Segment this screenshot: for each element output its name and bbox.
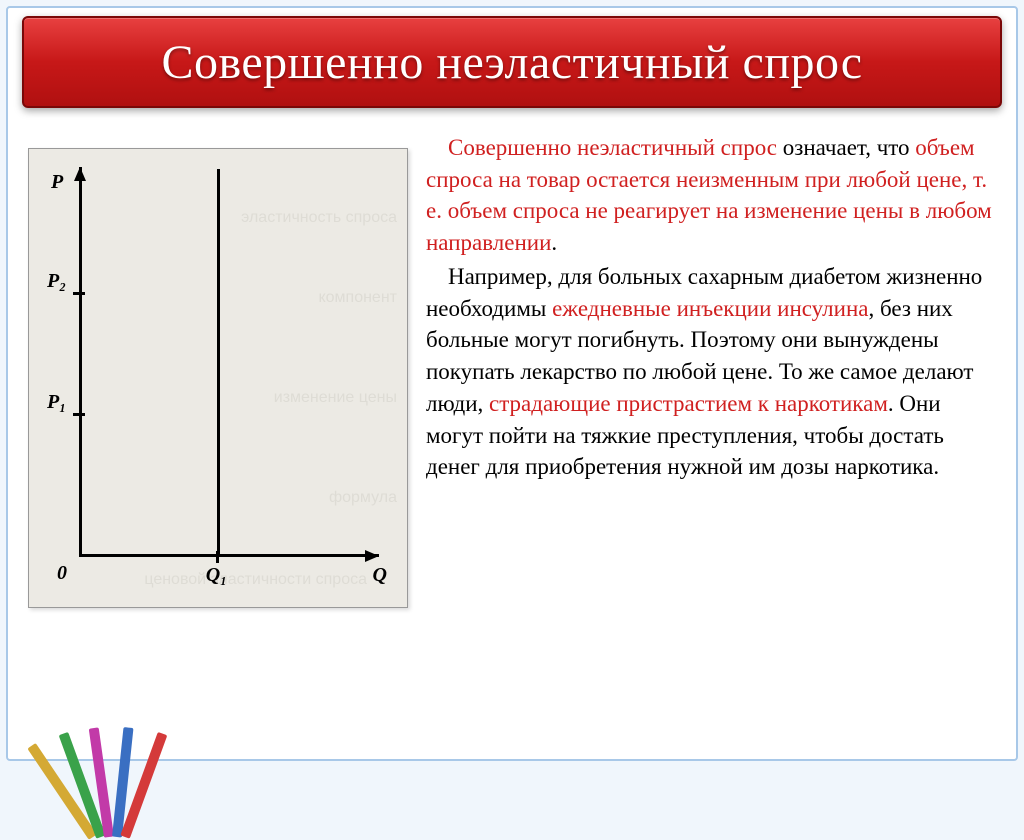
paragraph-1: Совершенно неэластичный спрос означает, … bbox=[426, 132, 992, 259]
hl-insulin: ежедневные инъекции инсулина bbox=[552, 296, 868, 321]
p2-label: P₂ bbox=[47, 270, 66, 293]
chart-column: эластичность спроса компонент изменение … bbox=[28, 128, 408, 737]
tick-q1 bbox=[216, 551, 219, 563]
p1-mid: означает, что bbox=[783, 135, 916, 160]
paragraph-2: Например, для больных сахарным диабетом … bbox=[426, 261, 992, 483]
tick-p2 bbox=[73, 292, 85, 295]
hl-term: Совершенно неэластичный спрос bbox=[448, 135, 783, 160]
y-axis-label: P bbox=[51, 171, 63, 194]
demand-curve bbox=[217, 169, 220, 557]
content-area: эластичность спроса компонент изменение … bbox=[22, 120, 1002, 745]
x-axis-arrow-icon bbox=[365, 550, 379, 562]
x-axis-label: Q bbox=[373, 564, 387, 587]
slide-title: Совершенно неэластичный спрос bbox=[161, 35, 862, 90]
hl-addiction: страдающие пристрастием к наркотикам bbox=[489, 391, 888, 416]
slide-frame: Совершенно неэластичный спрос эластичнос… bbox=[6, 6, 1018, 761]
title-banner: Совершенно неэластичный спрос bbox=[22, 16, 1002, 108]
ghost-text: ценовой эластичности спроса bbox=[144, 571, 367, 589]
pencils-decoration bbox=[48, 727, 168, 827]
chart-axes: P Q 0 Q₁ P₁ P₂ bbox=[79, 179, 367, 557]
origin-label: 0 bbox=[57, 562, 67, 585]
p1-label: P₁ bbox=[47, 391, 66, 414]
text-column: Совершенно неэластичный спрос означает, … bbox=[426, 128, 996, 737]
y-axis-arrow-icon bbox=[74, 167, 86, 181]
tick-p1 bbox=[73, 413, 85, 416]
q1-label: Q₁ bbox=[206, 564, 227, 587]
p1-tail: . bbox=[551, 230, 557, 255]
chart-frame: эластичность спроса компонент изменение … bbox=[28, 148, 408, 608]
y-axis bbox=[79, 167, 82, 557]
x-axis bbox=[79, 554, 379, 557]
